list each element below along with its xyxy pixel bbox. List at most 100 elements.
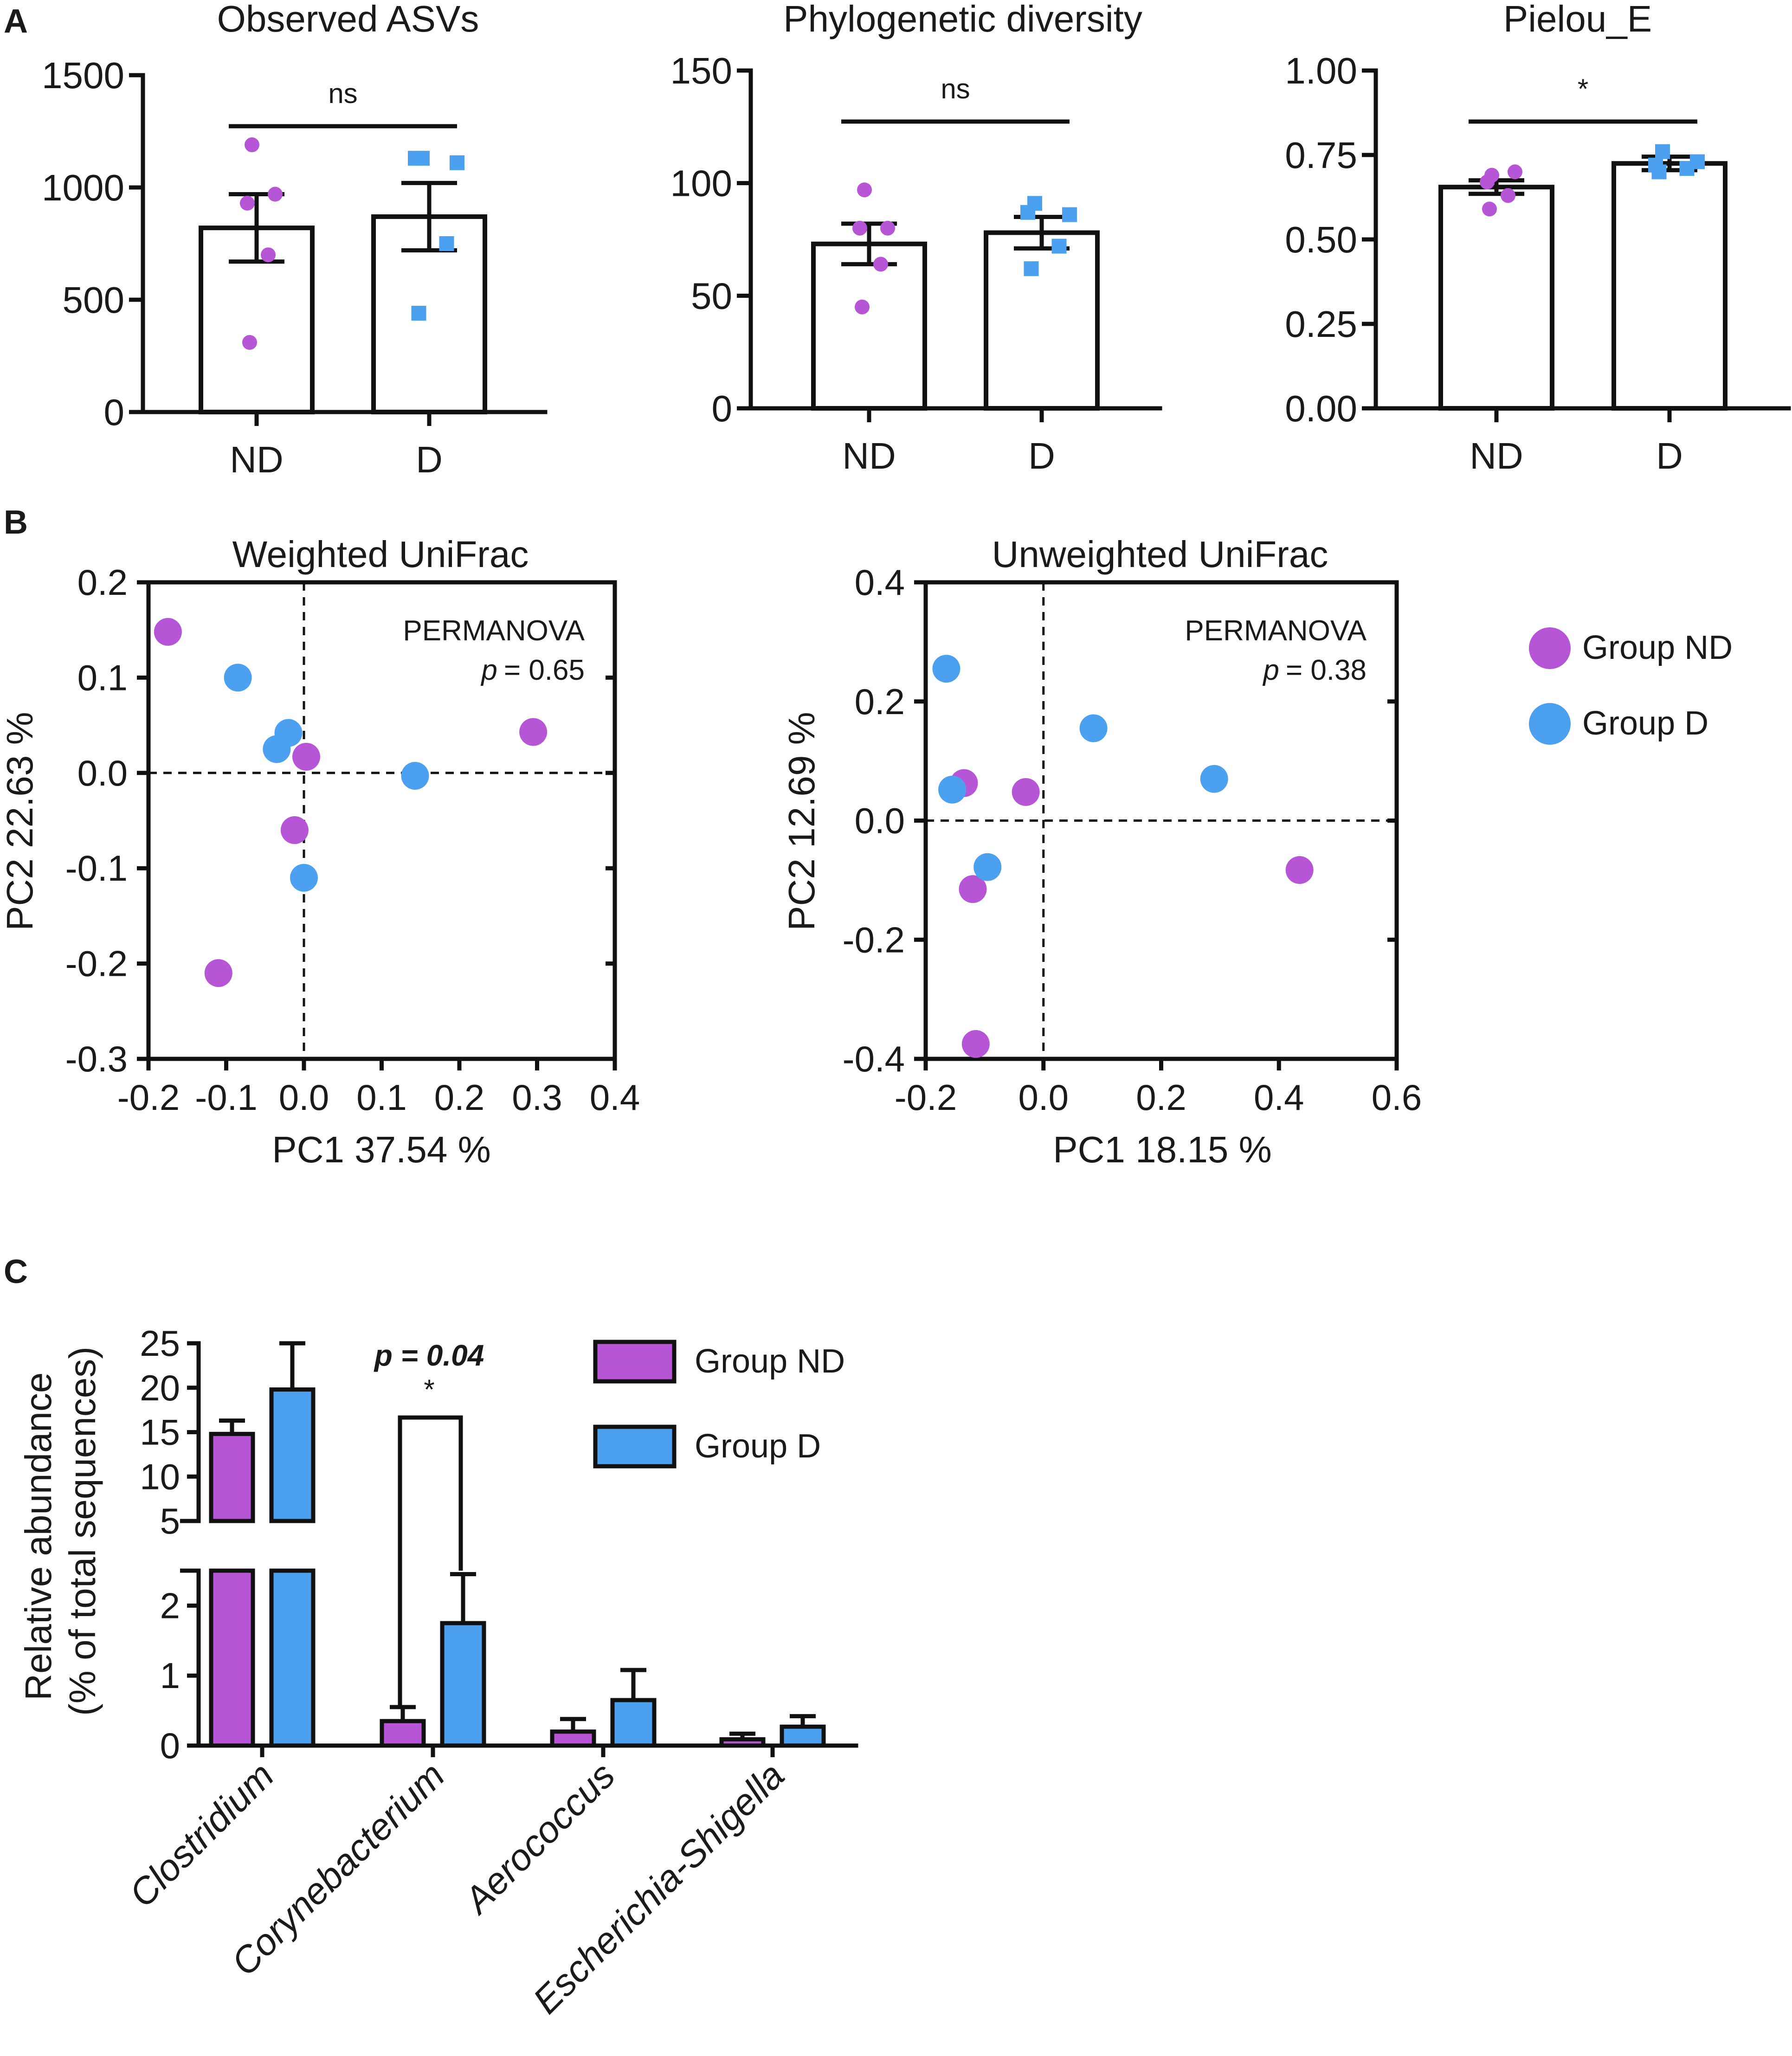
y-tick-label: 0.75 [1285,135,1357,176]
data-point-nd [852,220,867,236]
data-point-nd [1482,201,1497,217]
p-value: = 0.65 [504,654,585,686]
data-point-nd [1508,164,1522,180]
y-tick-label: 20 [140,1367,180,1408]
bar-nd [380,1719,426,1748]
panel-label-b: B [4,504,28,541]
x-tick-label: 0.2 [434,1077,484,1118]
bar-nd [719,1737,766,1748]
data-point-d [408,151,423,166]
point-group-d [1079,714,1108,742]
point-group-nd [204,959,232,987]
chart-title: Phylogenetic diversity [783,0,1142,39]
permanova-label: PERMANOVA [1185,615,1367,647]
p-symbol: p [480,654,497,686]
x-tick-label: D [1656,435,1683,477]
y-axis-label-line2: (% of total sequences) [62,1347,103,1716]
legend-label-d: Group D [1582,705,1708,742]
x-tick-label: 0.1 [356,1077,406,1118]
x-tick-label: D [416,439,443,480]
legend-label-nd: Group ND [1582,629,1733,666]
significance-label: ns [941,73,970,104]
y-tick-label: 1500 [42,55,124,96]
x-axis-label: PC1 37.54 % [272,1129,490,1170]
point-group-nd [961,1030,990,1058]
data-point-nd [268,187,283,202]
y-axis-label-line1: Relative abundance [18,1373,59,1701]
point-group-d [1200,765,1228,793]
y-tick-label: 1000 [42,167,124,208]
point-group-nd [292,742,321,771]
legend-marker-d [1529,703,1571,745]
point-group-nd [959,875,987,903]
scatter-legend: Group ND Group D [1529,627,1733,745]
bar-d [780,1724,826,1748]
point-group-d [938,775,967,804]
bar-lower-d [269,1568,316,1748]
y-tick-label: 0.0 [77,753,128,793]
p-value-label: p = 0.65 [480,654,585,686]
point-group-d [932,655,960,683]
data-point-nd [245,137,259,153]
y-tick-label: 5 [160,1501,180,1541]
x-tick-label: ND [842,435,896,477]
panel-label-a: A [4,3,28,40]
chart-title: Weighted UniFrac [232,534,529,575]
y-tick-label: 50 [691,275,732,316]
significance-label: ns [328,78,357,109]
p-value-label: p = 0.38 [1262,654,1367,686]
y-tick-label: 500 [63,279,124,321]
data-point-nd [880,220,895,236]
y-tick-label: 0.2 [855,681,905,722]
data-point-nd [1480,174,1495,190]
legend-swatch-d [593,1424,677,1469]
data-point-d [1024,261,1039,277]
legend-marker-nd [1529,627,1571,669]
data-point-nd [1501,188,1515,203]
relative-abundance-chart: Relative abundance (% of total sequences… [18,1323,858,2022]
y-tick-label: -0.1 [65,848,128,889]
data-point-d [1062,207,1077,222]
point-group-d [290,864,318,892]
p-symbol: p [1262,654,1279,686]
y-tick-label: 10 [140,1456,180,1497]
chart-title: Observed ASVs [217,0,479,39]
observed-asvs-chart: Observed ASVs 0 500 1000 1500 ND Dns [42,0,548,480]
abundance-legend: Group ND Group D [593,1340,845,1469]
y-tick-label: 0 [104,392,125,433]
chart-title: Pielou_E [1503,0,1652,39]
y-tick-label: 1.00 [1285,50,1357,91]
y-tick-label: 0.2 [77,562,128,603]
point-group-d [401,761,429,790]
x-tick-label: 0.6 [1372,1077,1422,1118]
data-point-nd [873,257,888,272]
x-tick-label: 0.2 [1136,1077,1186,1118]
bar-d [984,230,1100,411]
y-tick-label: 0.0 [855,800,905,841]
bar-upper-d [269,1387,316,1523]
data-point-nd [855,299,870,315]
bar-nd [1438,185,1554,411]
bar-lower-nd [209,1568,255,1748]
y-tick-label: 15 [140,1412,180,1453]
point-group-nd [280,816,309,844]
point-group-d [973,853,1002,881]
y-axis-label: PC2 12.69 % [781,712,822,930]
significance-p-label: p = 0.04 [374,1339,484,1372]
data-point-d [1655,144,1670,159]
y-tick-label: 0.00 [1285,388,1357,429]
weighted-unifrac-chart: Weighted UniFrac PC1 37.54 % PC2 22.63 %… [0,534,640,1170]
y-tick-label: 0.1 [77,657,128,698]
pielou-e-chart: Pielou_E 0.00 0.25 0.50 0.75 1.00 ND D * [1285,0,1791,477]
bar-upper-nd [209,1431,255,1523]
point-group-d [224,664,252,692]
y-tick-label: 100 [670,163,732,204]
phylogenetic-diversity-chart: Phylogenetic diversity 0 50 100 150 ND Dns [670,0,1162,477]
bar-d [610,1698,657,1748]
point-group-nd [519,718,548,746]
bar-nd [811,241,927,411]
legend-label-d: Group D [695,1428,821,1465]
x-tick-label: -0.2 [117,1077,180,1118]
y-tick-label: 0.4 [855,562,905,603]
